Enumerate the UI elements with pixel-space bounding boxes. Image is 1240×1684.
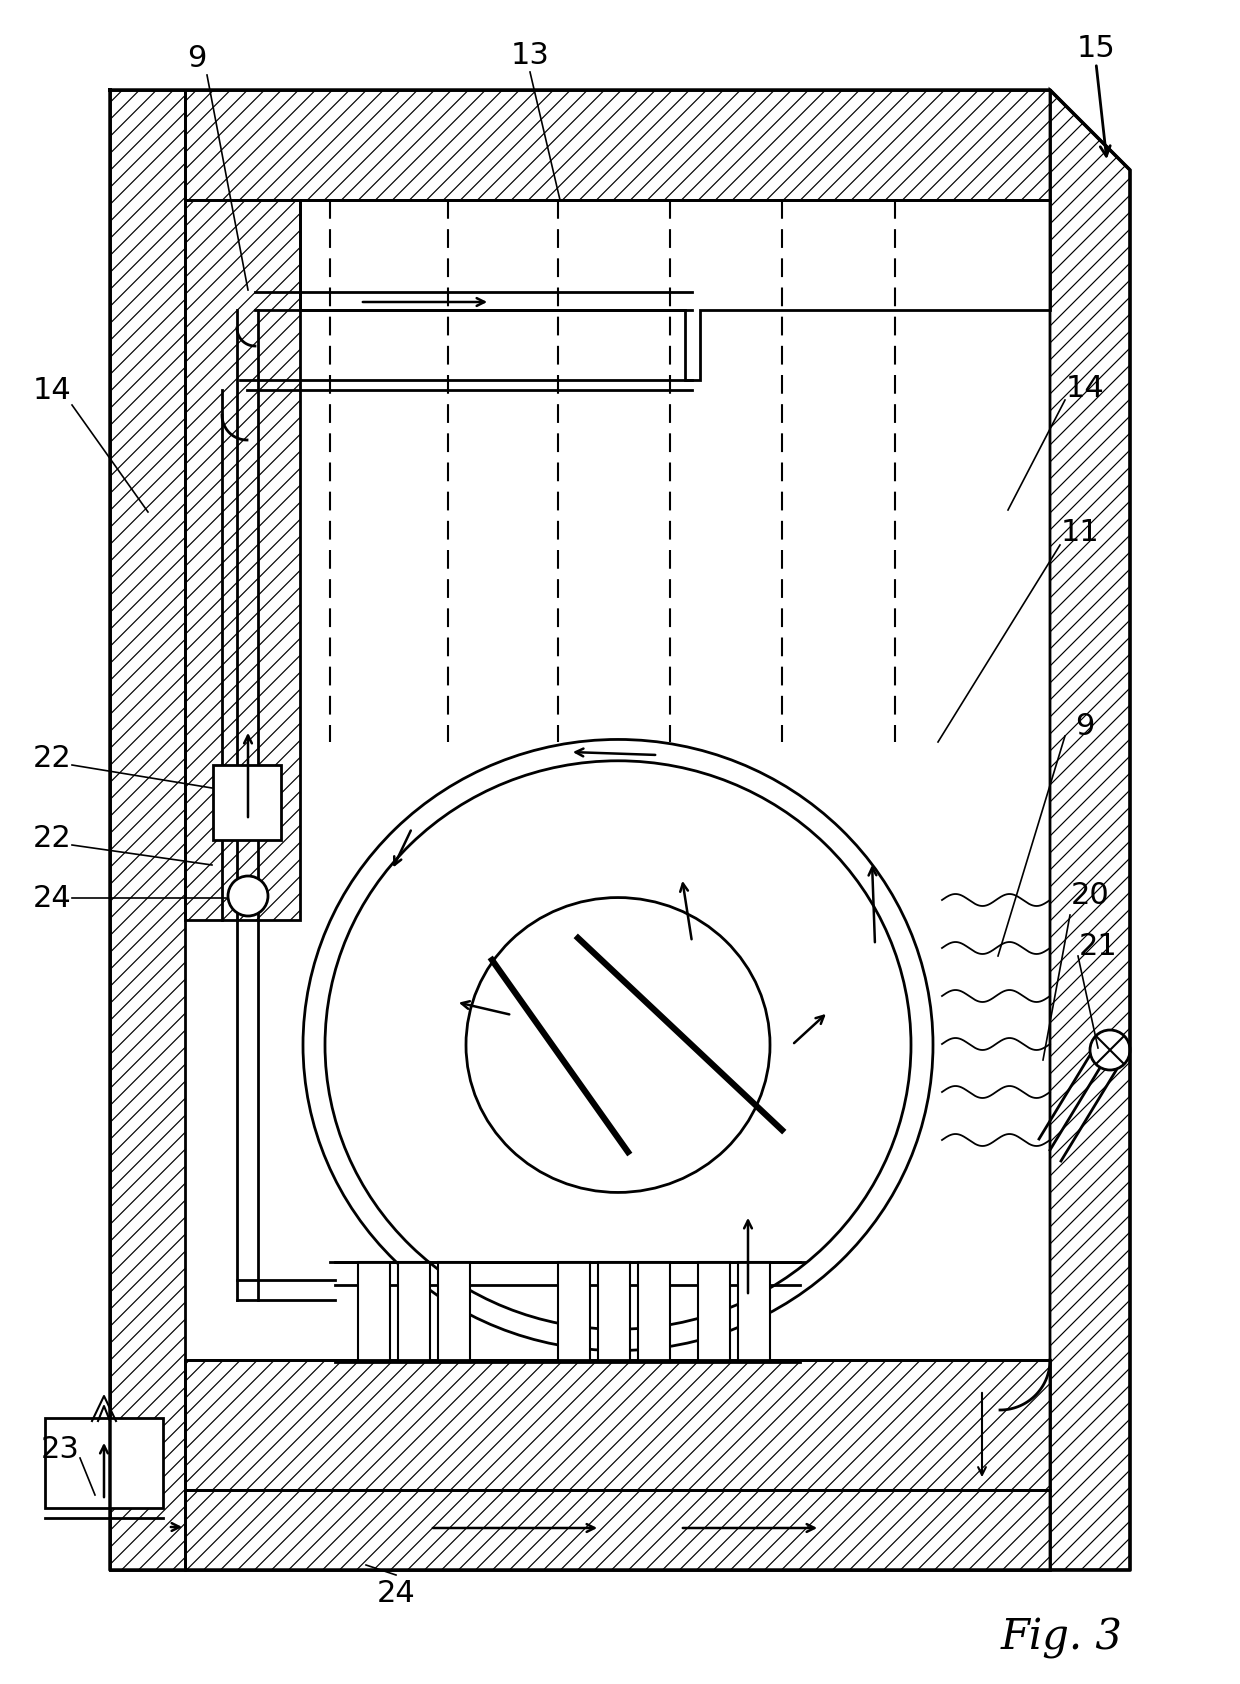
Polygon shape	[185, 200, 1050, 1361]
Text: 11: 11	[1060, 517, 1100, 547]
Bar	[698, 1261, 730, 1362]
Text: 24: 24	[32, 884, 72, 913]
Bar	[558, 1261, 590, 1362]
Polygon shape	[185, 1490, 1050, 1569]
Text: 21: 21	[1079, 931, 1117, 960]
Text: 24: 24	[377, 1578, 415, 1608]
Polygon shape	[110, 89, 185, 1569]
Circle shape	[1090, 1031, 1130, 1069]
Text: 9: 9	[187, 44, 207, 72]
Circle shape	[228, 876, 268, 916]
Bar	[45, 1418, 162, 1507]
Text: 9: 9	[1075, 712, 1095, 741]
Bar	[438, 1261, 470, 1362]
Ellipse shape	[466, 898, 770, 1192]
Text: 20: 20	[1070, 881, 1110, 909]
Polygon shape	[185, 200, 300, 919]
Text: 14: 14	[1065, 374, 1105, 402]
Bar	[398, 1261, 430, 1362]
Polygon shape	[185, 1361, 1050, 1490]
Ellipse shape	[325, 761, 911, 1329]
Text: 13: 13	[511, 40, 549, 69]
Text: 23: 23	[41, 1435, 79, 1465]
Ellipse shape	[303, 739, 932, 1351]
Text: 14: 14	[32, 376, 72, 404]
Text: 22: 22	[32, 744, 72, 773]
Polygon shape	[1050, 89, 1130, 1569]
Text: 15: 15	[1076, 34, 1115, 62]
Text: Fig. 3: Fig. 3	[1001, 1617, 1123, 1659]
Polygon shape	[300, 200, 1050, 381]
Bar	[213, 765, 281, 840]
Bar	[738, 1261, 770, 1362]
Bar	[639, 1261, 670, 1362]
Bar	[358, 1261, 391, 1362]
Polygon shape	[185, 89, 1050, 200]
Bar	[598, 1261, 630, 1362]
Text: 22: 22	[32, 823, 72, 852]
